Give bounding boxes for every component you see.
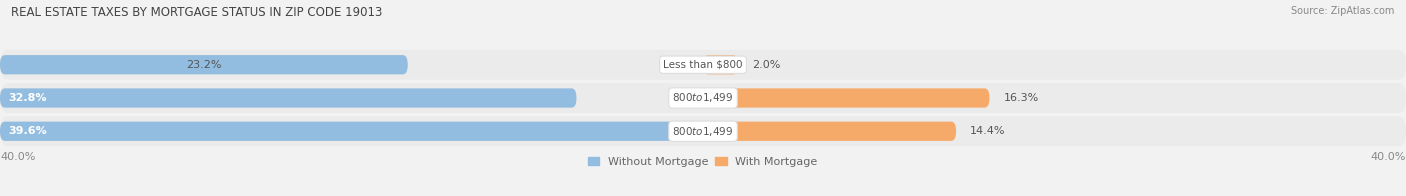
Text: 32.8%: 32.8%	[8, 93, 48, 103]
FancyBboxPatch shape	[0, 122, 696, 141]
FancyBboxPatch shape	[703, 122, 956, 141]
Legend: Without Mortgage, With Mortgage: Without Mortgage, With Mortgage	[588, 157, 818, 167]
Text: Less than $800: Less than $800	[664, 60, 742, 70]
FancyBboxPatch shape	[0, 50, 1406, 80]
FancyBboxPatch shape	[0, 88, 576, 108]
Text: 2.0%: 2.0%	[752, 60, 780, 70]
Text: $800 to $1,499: $800 to $1,499	[672, 92, 734, 104]
Text: REAL ESTATE TAXES BY MORTGAGE STATUS IN ZIP CODE 19013: REAL ESTATE TAXES BY MORTGAGE STATUS IN …	[11, 6, 382, 19]
Text: 39.6%: 39.6%	[8, 126, 48, 136]
Text: 14.4%: 14.4%	[970, 126, 1005, 136]
Text: 40.0%: 40.0%	[0, 152, 35, 162]
Text: $800 to $1,499: $800 to $1,499	[672, 125, 734, 138]
Text: Source: ZipAtlas.com: Source: ZipAtlas.com	[1291, 6, 1395, 16]
FancyBboxPatch shape	[0, 116, 1406, 146]
Text: 23.2%: 23.2%	[186, 60, 222, 70]
Text: 40.0%: 40.0%	[1371, 152, 1406, 162]
FancyBboxPatch shape	[0, 55, 408, 74]
Text: 16.3%: 16.3%	[1004, 93, 1039, 103]
FancyBboxPatch shape	[0, 83, 1406, 113]
FancyBboxPatch shape	[703, 55, 738, 74]
FancyBboxPatch shape	[703, 88, 990, 108]
